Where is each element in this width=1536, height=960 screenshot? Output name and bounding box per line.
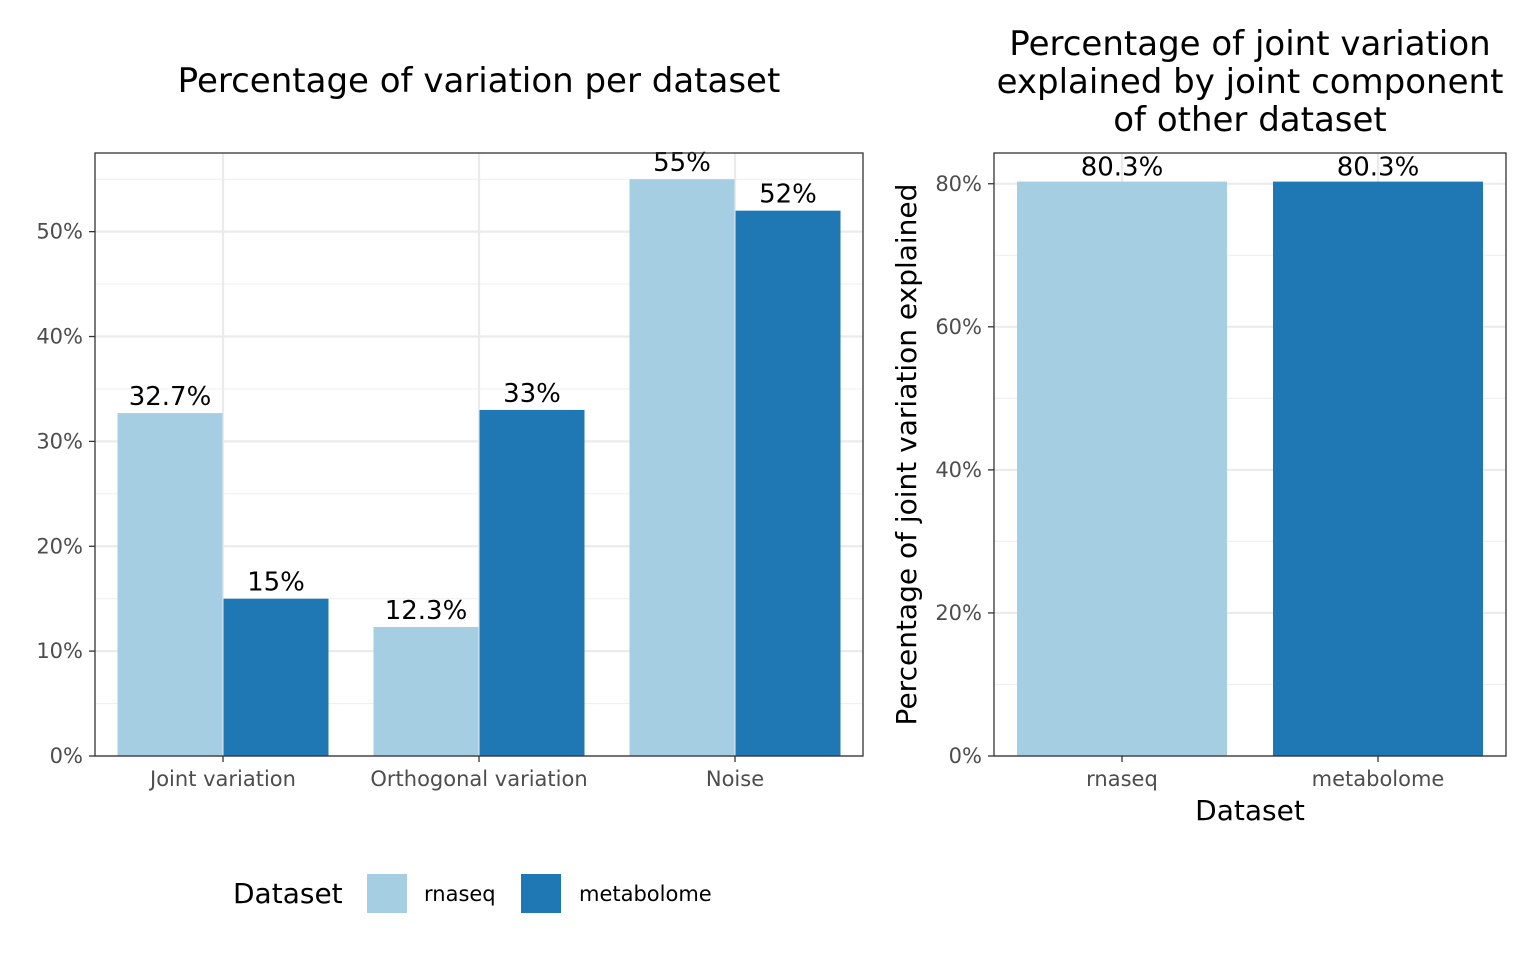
data-label-rnaseq: 80.3% bbox=[1081, 153, 1164, 183]
legend: Dataset rnaseq metabolome bbox=[233, 874, 712, 913]
right-chart-title-line-3: of other dataset bbox=[1113, 100, 1387, 140]
variation-per-dataset-chart: 32.7%15%12.3%33%55%52%0%10%20%30%40%50%J… bbox=[36, 61, 864, 791]
legend-label-metabolome: metabolome bbox=[579, 882, 712, 906]
bar-metabolome-0 bbox=[223, 598, 329, 756]
data-label-metabolome: 80.3% bbox=[1337, 153, 1420, 183]
legend-label-rnaseq: rnaseq bbox=[424, 882, 496, 906]
bar-metabolome-1 bbox=[479, 409, 585, 756]
legend-title: Dataset bbox=[233, 877, 343, 910]
right-chart-title-line-1: Percentage of joint variation bbox=[1009, 24, 1490, 64]
left-x-tick-label: Orthogonal variation bbox=[370, 767, 587, 791]
right-y-tick-label: 60% bbox=[935, 315, 982, 339]
right-x-axis-title: Dataset bbox=[1195, 794, 1305, 827]
joint-variation-explained-chart: 80.3% 80.3% 0% 20% 40% 60% 80% rnaseq metabolome… bbox=[890, 24, 1507, 827]
left-chart-title: Percentage of variation per dataset bbox=[178, 61, 781, 101]
legend-key-metabolome bbox=[521, 874, 561, 913]
data-label-metabolome-0: 15% bbox=[247, 568, 305, 598]
right-x-tick-label: metabolome bbox=[1312, 767, 1445, 791]
left-y-tick-label: 30% bbox=[36, 429, 83, 453]
bar-metabolome bbox=[1273, 181, 1483, 756]
left-x-tick-label: Noise bbox=[706, 767, 764, 791]
left-y-tick-label: 10% bbox=[36, 639, 83, 663]
legend-key-rnaseq bbox=[367, 874, 407, 913]
right-y-tick-label: 80% bbox=[935, 172, 982, 196]
data-label-metabolome-2: 52% bbox=[759, 180, 817, 210]
bar-rnaseq-1 bbox=[373, 627, 479, 756]
right-y-tick-label: 0% bbox=[949, 744, 982, 768]
right-y-tick-label: 40% bbox=[935, 458, 982, 482]
right-y-tick-label: 20% bbox=[935, 601, 982, 625]
data-label-rnaseq-0: 32.7% bbox=[129, 382, 212, 412]
right-y-axis-title: Percentage of joint variation explained bbox=[890, 184, 923, 726]
bar-rnaseq-0 bbox=[117, 413, 223, 756]
left-y-tick-label: 20% bbox=[36, 534, 83, 558]
right-x-tick-label: rnaseq bbox=[1086, 767, 1158, 791]
left-x-tick-label: Joint variation bbox=[148, 767, 296, 791]
bar-metabolome-2 bbox=[735, 210, 841, 757]
data-label-metabolome-1: 33% bbox=[503, 379, 561, 409]
right-chart-title-line-2: explained by joint component bbox=[997, 62, 1504, 102]
left-y-tick-label: 0% bbox=[50, 744, 83, 768]
right-panel-border bbox=[993, 152, 1507, 757]
bar-rnaseq-2 bbox=[629, 179, 735, 756]
left-y-tick-label: 40% bbox=[36, 325, 83, 349]
left-y-tick-label: 50% bbox=[36, 220, 83, 244]
bar-rnaseq bbox=[1017, 181, 1227, 756]
data-label-rnaseq-1: 12.3% bbox=[385, 596, 468, 626]
